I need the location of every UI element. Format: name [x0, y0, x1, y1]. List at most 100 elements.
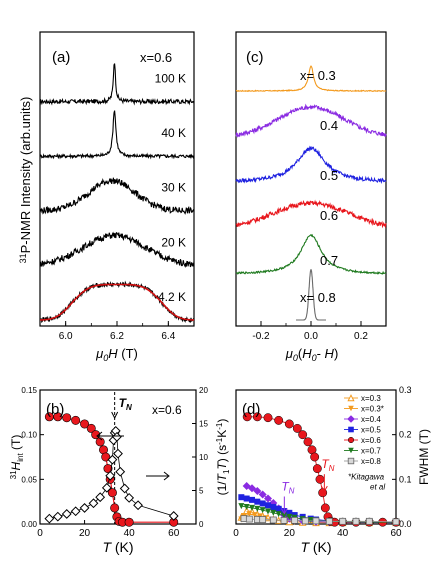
- legend-label: x=0.4: [361, 415, 381, 424]
- series-point: [263, 413, 273, 423]
- spectrum-line: [235, 103, 387, 138]
- spectrum-line: [296, 268, 326, 321]
- relax-point: [133, 500, 143, 511]
- panel-label: (c): [246, 49, 264, 66]
- series-point: [243, 495, 250, 502]
- note-line: *Kitagawa: [348, 473, 385, 482]
- series-point: [246, 511, 253, 518]
- x-tick-label: 0.2: [354, 331, 368, 342]
- series-point: [238, 503, 245, 510]
- annotation: x=0.6: [140, 50, 172, 65]
- series-point: [392, 518, 400, 526]
- y-axis-label-left: 31Hint (T): [9, 435, 25, 480]
- tn-arrowhead: [280, 508, 288, 515]
- relax-point: [95, 492, 106, 503]
- panel-d: 0 20 40 600.0 0.1 0.2 0.3 x=0.3 x=0.3*x=0.4 x=0.5…: [233, 385, 431, 555]
- x-tick-label: 6.2: [110, 331, 124, 342]
- hint-point: [95, 437, 105, 447]
- legend-marker: [348, 447, 354, 454]
- legend-label: x=0.8: [361, 457, 381, 466]
- spectrum-line: [39, 231, 195, 269]
- series-point: [243, 504, 250, 511]
- legend-marker: [347, 457, 355, 465]
- legend-label: x=0.3*: [361, 405, 384, 414]
- series-point: [269, 516, 277, 524]
- tn-arrowhead: [320, 485, 328, 493]
- legend-label: x=0.3: [361, 394, 381, 403]
- series-point: [275, 505, 282, 512]
- series-label: 30 K: [161, 181, 186, 195]
- series-label: 0.4: [320, 118, 338, 133]
- y-tick-label-right: 0: [199, 520, 204, 529]
- series-label: 40 K: [161, 126, 186, 140]
- x-axis-label: μ0(H0- H): [285, 346, 339, 363]
- relax-point: [105, 470, 116, 481]
- series-label: 0.6: [320, 208, 338, 223]
- hint-point: [101, 452, 111, 462]
- spectrum-line: [39, 63, 195, 106]
- x-tick-label: 0: [233, 528, 239, 539]
- panel-c: -0.2 0.0 0.2 (c) x= 0.3 0.4 0.5 0.6 0.7 x= 0.8 μ0(…: [235, 31, 387, 363]
- series-label: 0.7: [320, 253, 338, 268]
- series-point: [258, 490, 267, 499]
- series-point: [248, 484, 256, 493]
- y-tick-label-left: 0.00: [21, 520, 37, 529]
- legend-label: x=0.7: [361, 447, 381, 456]
- annotation: x=0.6: [152, 403, 182, 417]
- series-point: [254, 498, 261, 505]
- series-point: [238, 494, 245, 501]
- y-tick-label-left: 0.15: [21, 386, 37, 395]
- y-tick-label-right: 5: [199, 487, 204, 496]
- relax-point: [61, 509, 72, 519]
- spectrum-line: [235, 233, 387, 275]
- x-tick-label: 6.4: [161, 331, 175, 342]
- spectrum-line: [235, 65, 387, 93]
- y-tick-label-left: 0.10: [21, 431, 37, 440]
- spectrum-line: [39, 177, 195, 215]
- y-axis-label-right: FWHM (T): [417, 429, 431, 485]
- hint-point: [80, 419, 90, 429]
- panel-label: (b): [46, 401, 64, 418]
- hint-point: [107, 488, 117, 498]
- hint-point: [110, 503, 120, 513]
- legend-marker: [348, 405, 354, 412]
- y-axis-label-right: (1/T1T) (s-1K-1): [215, 419, 231, 496]
- tn-arrow: [111, 411, 119, 420]
- right-axis-arrowhead: [163, 471, 170, 481]
- fit-curve: [40, 283, 194, 321]
- series-point: [325, 517, 333, 525]
- x-tick-label: 6.0: [59, 331, 73, 342]
- x-tick-label: 0: [37, 528, 43, 539]
- series-point: [312, 464, 322, 474]
- series-label: x= 0.8: [300, 290, 336, 305]
- y-tick-label-left: 0.05: [21, 475, 37, 484]
- legend-marker: [348, 426, 354, 433]
- series-point: [320, 503, 330, 513]
- hint-point: [124, 517, 134, 527]
- tn-label: TN: [321, 457, 334, 473]
- x-tick-label: 0.0: [304, 331, 318, 342]
- series-point: [259, 516, 267, 523]
- y-tick-label-right: 10: [199, 453, 208, 462]
- panel-a: 6.0 6.2 6.4 100 K 40 K 30 K 20 K 4.2 K (a) x=0.6 μ…: [18, 31, 195, 363]
- series-point: [291, 517, 299, 524]
- series-label: 100 K: [155, 71, 186, 85]
- series-point: [259, 507, 266, 514]
- series-label: 20 K: [161, 235, 186, 249]
- series-point: [274, 415, 284, 425]
- y-tick-label-right: 0.2: [399, 430, 412, 440]
- relax-point: [88, 498, 99, 509]
- series-point: [265, 502, 271, 509]
- x-tick-label: 40: [337, 528, 349, 539]
- series-point: [284, 419, 294, 429]
- legend-label: x=0.6: [361, 436, 381, 445]
- tn-label: TN: [281, 480, 294, 496]
- series-point: [249, 496, 255, 503]
- series-point: [310, 452, 320, 462]
- relax-point: [79, 503, 90, 513]
- series-point: [303, 437, 313, 447]
- series-point: [252, 412, 262, 422]
- series-point: [254, 505, 261, 512]
- spectrum-line: [235, 145, 387, 184]
- series-point: [352, 517, 360, 525]
